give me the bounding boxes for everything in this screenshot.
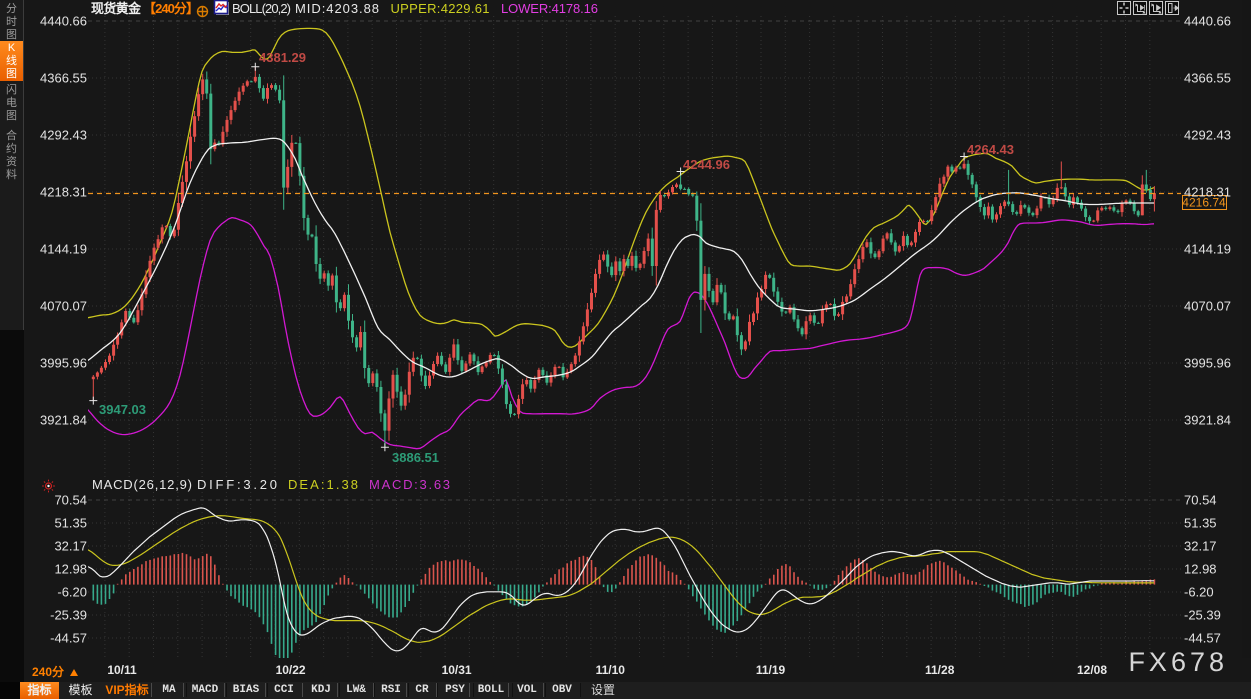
svg-text:LOWER:4178.16: LOWER:4178.16 <box>501 1 598 16</box>
svg-text:【240分】: 【240分】 <box>143 1 199 16</box>
svg-text:4218.31: 4218.31 <box>40 185 87 200</box>
svg-text:MACD(26,12,9): MACD(26,12,9) <box>92 477 192 492</box>
svg-text:4366.55: 4366.55 <box>40 71 87 86</box>
svg-text:MACD:3.63: MACD:3.63 <box>369 477 450 492</box>
svg-text:51.35: 51.35 <box>54 516 87 531</box>
svg-text:4144.19: 4144.19 <box>40 242 87 257</box>
svg-text:4070.07: 4070.07 <box>1184 299 1231 314</box>
svg-text:4218.31: 4218.31 <box>1184 185 1231 200</box>
svg-text:4381.29: 4381.29 <box>259 50 306 65</box>
svg-text:4292.43: 4292.43 <box>1184 128 1231 143</box>
svg-text:3995.96: 3995.96 <box>40 356 87 371</box>
svg-text:-6.20: -6.20 <box>1184 585 1214 600</box>
svg-text:4440.66: 4440.66 <box>1184 14 1231 29</box>
svg-text:DEA:1.38: DEA:1.38 <box>288 477 358 492</box>
svg-text:12.98: 12.98 <box>54 562 87 577</box>
svg-text:4216.74: 4216.74 <box>1182 196 1226 210</box>
svg-text:4244.96: 4244.96 <box>683 157 730 172</box>
svg-text:4144.19: 4144.19 <box>1184 242 1231 257</box>
svg-text:70.54: 70.54 <box>54 493 87 508</box>
svg-text:32.17: 32.17 <box>1184 539 1217 554</box>
svg-text:-25.39: -25.39 <box>50 608 87 623</box>
svg-text:-44.57: -44.57 <box>50 631 87 646</box>
svg-text:3921.84: 3921.84 <box>1184 413 1231 428</box>
svg-text:32.17: 32.17 <box>54 539 87 554</box>
svg-text:12.98: 12.98 <box>1184 562 1217 577</box>
svg-text:3995.96: 3995.96 <box>1184 356 1231 371</box>
svg-text:4264.43: 4264.43 <box>967 142 1014 157</box>
svg-text:BOLL(20,2): BOLL(20,2) <box>232 1 291 16</box>
svg-text:UPPER:4229.61: UPPER:4229.61 <box>391 1 490 16</box>
svg-text:4440.66: 4440.66 <box>40 14 87 29</box>
svg-text:4292.43: 4292.43 <box>40 128 87 143</box>
svg-text:-25.39: -25.39 <box>1184 608 1221 623</box>
svg-text:-44.57: -44.57 <box>1184 631 1221 646</box>
svg-text:3886.51: 3886.51 <box>392 450 439 465</box>
svg-text:4070.07: 4070.07 <box>40 299 87 314</box>
svg-text:-6.20: -6.20 <box>57 585 87 600</box>
svg-text:3947.03: 3947.03 <box>99 402 146 417</box>
svg-text:70.54: 70.54 <box>1184 493 1217 508</box>
svg-text:51.35: 51.35 <box>1184 516 1217 531</box>
svg-text:DIFF:3.20: DIFF:3.20 <box>197 477 277 492</box>
svg-text:4366.55: 4366.55 <box>1184 71 1231 86</box>
svg-text:MID:4203.88: MID:4203.88 <box>295 1 379 16</box>
svg-text:现货黄金: 现货黄金 <box>91 1 142 16</box>
svg-text:3921.84: 3921.84 <box>40 413 87 428</box>
